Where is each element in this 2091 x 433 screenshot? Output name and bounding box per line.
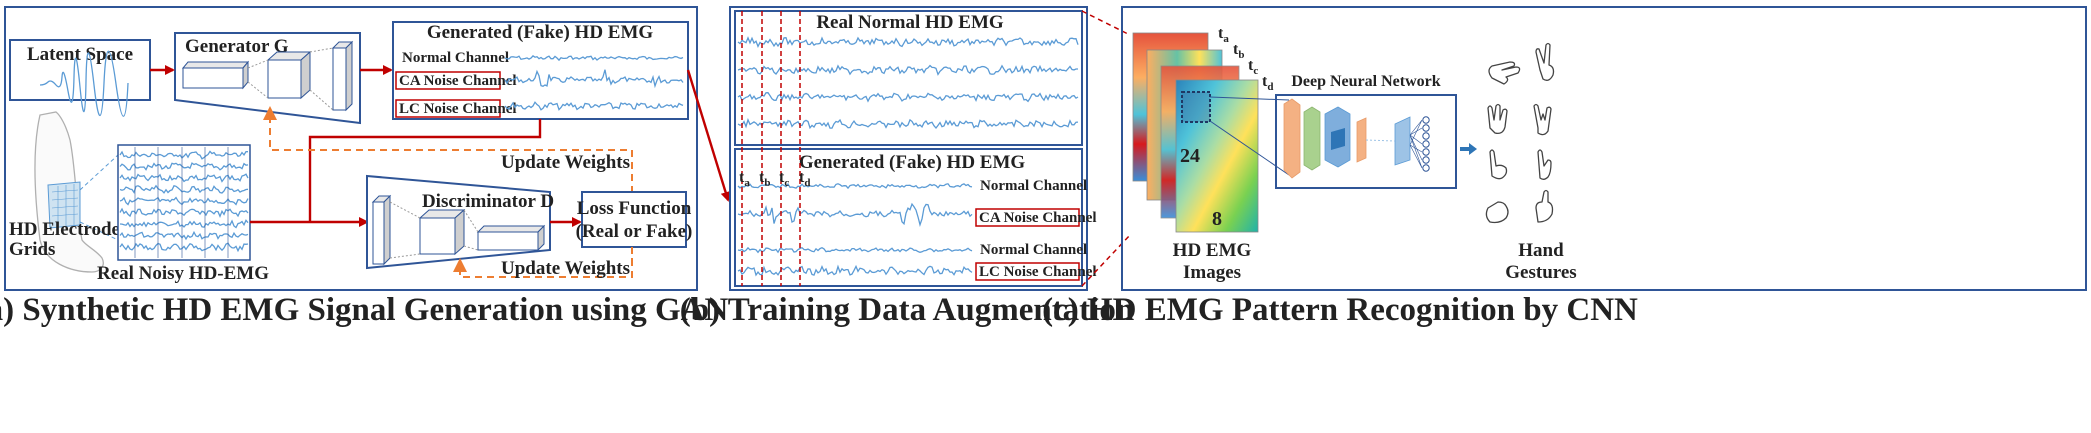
real-normal-title: Real Normal HD EMG bbox=[816, 12, 1004, 33]
loss-function-box bbox=[581, 191, 687, 248]
discriminator-layer-1 bbox=[371, 194, 392, 266]
frame-label-b: tb bbox=[1233, 41, 1244, 61]
panel-c-frame bbox=[1121, 6, 2087, 291]
aug-normal-channel-1: Normal Channel bbox=[980, 178, 1087, 194]
discriminator-layer-3 bbox=[476, 224, 546, 252]
electrode-label-1: HD Electrode bbox=[9, 219, 120, 240]
frame-label-d: td bbox=[1262, 73, 1273, 93]
noisy-wave bbox=[119, 196, 249, 206]
aug-lc-noise-label: LC Noise Channel bbox=[979, 264, 1097, 280]
generator-label: Generator G bbox=[185, 36, 289, 57]
neural-net-icon bbox=[1209, 96, 1430, 179]
panel-a-frame bbox=[4, 6, 698, 291]
aug-ca-noise-label: CA Noise Channel bbox=[979, 210, 1097, 226]
aug-lc-wave bbox=[737, 264, 973, 277]
arrow-generated-to-discriminator-line bbox=[308, 119, 542, 222]
dim-rows-label: 24 bbox=[1180, 145, 1200, 167]
frame-label-a: ta bbox=[1218, 25, 1229, 45]
noisy-wave bbox=[119, 230, 249, 241]
gen-lc-wave bbox=[504, 101, 684, 111]
gen-normal-wave bbox=[504, 55, 684, 62]
images-label-2: Images bbox=[1183, 262, 1241, 283]
noisy-wave bbox=[119, 150, 248, 160]
noisy-wave bbox=[119, 184, 249, 194]
normal-channel-label: Normal Channel bbox=[402, 50, 509, 66]
aug-normal-wave-2 bbox=[737, 246, 973, 254]
update-weights-bottom-label: Update Weights bbox=[501, 258, 630, 279]
noisy-wave bbox=[119, 242, 249, 253]
time-markers bbox=[741, 11, 801, 286]
electrode-label-2: Grids bbox=[9, 239, 55, 260]
dim-cols-label: 8 bbox=[1212, 208, 1222, 230]
latent-space-label: Latent Space bbox=[27, 44, 133, 65]
generator-layer-3 bbox=[331, 40, 354, 112]
noisy-wave bbox=[119, 162, 249, 171]
generated-aug-title: Generated (Fake) HD EMG bbox=[799, 152, 1026, 173]
panel-b-frame bbox=[729, 6, 1088, 291]
aug-normal-wave-1 bbox=[737, 182, 973, 190]
loss-function-label-2: (Real or Fake) bbox=[576, 221, 693, 242]
time-marker-b: tb bbox=[759, 169, 770, 189]
lc-noise-label: LC Noise Channel bbox=[399, 101, 517, 117]
aug-ca-wave bbox=[737, 202, 973, 227]
arm-icon bbox=[34, 111, 119, 273]
ca-noise-box bbox=[395, 71, 501, 90]
discriminator-label: Discriminator D bbox=[422, 191, 554, 212]
update-weights-generator-arrow bbox=[263, 106, 633, 265]
latent-noise-wave bbox=[39, 50, 129, 117]
aug-ca-noise-box bbox=[975, 208, 1080, 227]
real-noisy-label: Real Noisy HD-EMG bbox=[97, 263, 269, 284]
generated-signals bbox=[504, 55, 684, 111]
update-weights-discriminator-arrow bbox=[453, 247, 633, 278]
real-normal-wave bbox=[737, 36, 1079, 48]
noisy-wave bbox=[119, 207, 249, 218]
caption-c: (c) HD EMG Pattern Recognition by CNN bbox=[1042, 292, 1638, 328]
time-marker-a: ta bbox=[739, 169, 750, 189]
real-normal-wave bbox=[737, 92, 1079, 103]
update-weights-top-label: Update Weights bbox=[501, 152, 630, 173]
time-marker-c: tc bbox=[779, 169, 789, 189]
aug-lc-noise-box bbox=[975, 262, 1080, 281]
arrow-a-to-b bbox=[686, 69, 731, 202]
generated-aug-signals bbox=[737, 182, 973, 277]
images-label-1: HD EMG bbox=[1173, 240, 1252, 261]
gestures-label-2: Gestures bbox=[1505, 262, 1576, 283]
real-normal-wave bbox=[737, 64, 1078, 76]
real-normal-box bbox=[734, 10, 1083, 146]
generator-layer-1 bbox=[181, 60, 250, 90]
real-normal-wave bbox=[737, 118, 1079, 130]
caption-a: (a) Synthetic HD EMG Signal Generation u… bbox=[0, 292, 728, 328]
dnn-output-arrow-head bbox=[1469, 143, 1477, 155]
noisy-wave bbox=[119, 219, 249, 229]
generated-title: Generated (Fake) HD EMG bbox=[427, 22, 654, 43]
dnn-title: Deep Neural Network bbox=[1291, 73, 1440, 90]
noisy-wave bbox=[119, 173, 249, 183]
frame-label-c: tc bbox=[1248, 57, 1258, 77]
lc-noise-box bbox=[395, 99, 501, 118]
real-normal-signals bbox=[737, 36, 1079, 130]
loss-function-label-1: Loss Function bbox=[577, 198, 692, 219]
aug-normal-channel-2: Normal Channel bbox=[980, 242, 1087, 258]
hand-gesture-icon bbox=[1485, 42, 1555, 224]
generator-layer-2 bbox=[266, 50, 312, 100]
ca-noise-label: CA Noise Channel bbox=[399, 73, 517, 89]
real-noisy-signals bbox=[119, 147, 249, 258]
heatmap-icon bbox=[1132, 32, 1259, 233]
discriminator-layer-2 bbox=[418, 208, 466, 256]
gen-ca-wave bbox=[504, 69, 684, 89]
caption-b: (b) Training Data Augmentation bbox=[680, 292, 1134, 328]
time-marker-d: td bbox=[799, 169, 810, 189]
gestures-label-1: Hand bbox=[1518, 240, 1564, 261]
